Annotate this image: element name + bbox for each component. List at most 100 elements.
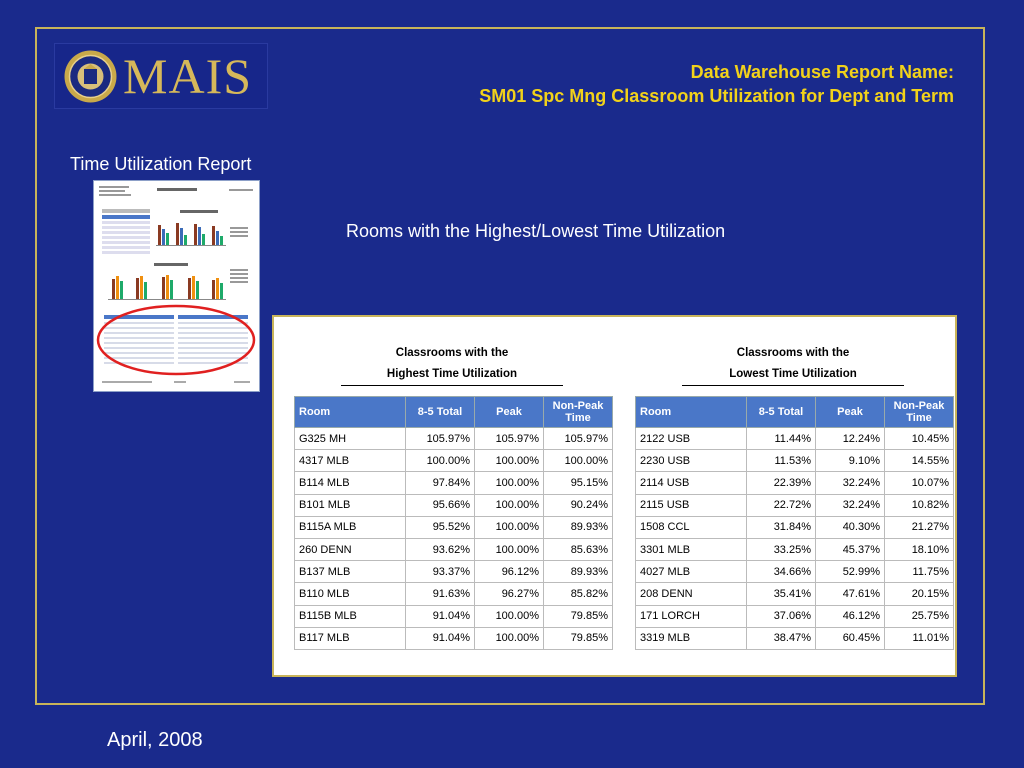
total-cell: 31.84% — [746, 515, 816, 539]
peak-cell: 40.30% — [815, 515, 885, 539]
total-cell: 37.06% — [746, 604, 816, 628]
non-peak-cell: 89.93% — [543, 560, 613, 584]
report-title: Data Warehouse Report Name: SM01 Spc Mng… — [314, 60, 954, 108]
table-row: B101 MLB 95.66% 100.00% 90.24% — [294, 493, 613, 517]
room-cell: 4027 MLB — [635, 560, 747, 584]
room-cell: B114 MLB — [294, 471, 406, 495]
peak-cell: 100.00% — [474, 493, 544, 517]
table-row: 2230 USB 11.53% 9.10% 14.55% — [635, 449, 954, 473]
room-cell: 260 DENN — [294, 537, 406, 562]
table-row: B117 MLB 91.04% 100.00% 79.85% — [294, 626, 613, 650]
peak-cell: 32.24% — [815, 471, 885, 495]
column-header-total: 8-5 Total — [405, 396, 475, 428]
room-cell: 208 DENN — [635, 582, 747, 606]
room-cell: B115B MLB — [294, 604, 406, 628]
room-cell: B137 MLB — [294, 560, 406, 584]
peak-cell: 12.24% — [815, 426, 885, 451]
table-row: 208 DENN 35.41% 47.61% 20.15% — [635, 582, 954, 606]
report-thumbnail-image — [94, 181, 259, 391]
non-peak-cell: 18.10% — [884, 537, 954, 562]
room-cell: 4317 MLB — [294, 449, 406, 473]
non-peak-cell: 21.27% — [884, 515, 954, 539]
non-peak-cell: 20.15% — [884, 582, 954, 606]
panel-caption: Rooms with the Highest/Lowest Time Utili… — [346, 221, 726, 241]
peak-cell: 100.00% — [474, 604, 544, 628]
non-peak-cell: 89.93% — [543, 515, 613, 539]
utilization-tables-panel: Classrooms with the Highest Time Utiliza… — [272, 315, 957, 677]
total-cell: 105.97% — [405, 426, 475, 451]
total-cell: 22.72% — [746, 493, 816, 517]
lowest-utilization-block: Classrooms with the Lowest Time Utilizat… — [635, 343, 954, 650]
total-cell: 93.62% — [405, 537, 475, 562]
table-row: 1508 CCL 31.84% 40.30% 21.27% — [635, 515, 954, 539]
highest-table-title: Classrooms with the Highest Time Utiliza… — [341, 343, 563, 386]
room-cell: 2122 USB — [635, 426, 747, 451]
column-header-peak: Peak — [474, 396, 544, 428]
room-cell: 1508 CCL — [635, 515, 747, 539]
peak-cell: 52.99% — [815, 560, 885, 584]
peak-cell: 100.00% — [474, 537, 544, 562]
table-row: 260 DENN 93.62% 100.00% 85.63% — [294, 537, 613, 562]
highest-title-line2: Highest Time Utilization — [341, 364, 563, 386]
room-cell: 171 LORCH — [635, 604, 747, 628]
table-row: B110 MLB 91.63% 96.27% 85.82% — [294, 582, 613, 606]
non-peak-cell: 25.75% — [884, 604, 954, 628]
footer-date: April, 2008 — [107, 729, 203, 751]
peak-cell: 32.24% — [815, 493, 885, 517]
table-row: 3301 MLB 33.25% 45.37% 18.10% — [635, 537, 954, 562]
column-header-peak: Peak — [815, 396, 885, 428]
lowest-title-line2: Lowest Time Utilization — [682, 364, 904, 386]
peak-cell: 100.00% — [474, 626, 544, 650]
total-cell: 22.39% — [746, 471, 816, 495]
non-peak-cell: 95.15% — [543, 471, 613, 495]
logo-text: MAIS — [123, 48, 253, 104]
room-cell: 3319 MLB — [635, 626, 747, 650]
table-row: 4027 MLB 34.66% 52.99% 11.75% — [635, 560, 954, 584]
peak-cell: 9.10% — [815, 449, 885, 473]
total-cell: 95.52% — [405, 515, 475, 539]
non-peak-cell: 105.97% — [543, 426, 613, 451]
total-cell: 11.53% — [746, 449, 816, 473]
peak-cell: 47.61% — [815, 582, 885, 606]
column-header-room: Room — [294, 396, 406, 428]
highest-title-line1: Classrooms with the — [395, 347, 509, 359]
table-row: 2115 USB 22.72% 32.24% 10.82% — [635, 493, 954, 517]
mais-logo: MAIS — [54, 43, 268, 109]
non-peak-cell: 79.85% — [543, 604, 613, 628]
total-cell: 91.63% — [405, 582, 475, 606]
total-cell: 33.25% — [746, 537, 816, 562]
table-row: 2114 USB 22.39% 32.24% 10.07% — [635, 471, 954, 495]
total-cell: 35.41% — [746, 582, 816, 606]
non-peak-cell: 10.82% — [884, 493, 954, 517]
column-header-non-peak: Non-Peak Time — [543, 396, 613, 428]
column-header-total: 8-5 Total — [746, 396, 816, 428]
table-row: G325 MH 105.97% 105.97% 105.97% — [294, 426, 613, 451]
peak-cell: 105.97% — [474, 426, 544, 451]
table-row: B114 MLB 97.84% 100.00% 95.15% — [294, 471, 613, 495]
peak-cell: 100.00% — [474, 515, 544, 539]
highest-utilization-table: Room 8-5 Total Peak Non-Peak Time G325 M… — [294, 396, 613, 650]
non-peak-cell: 10.45% — [884, 426, 954, 451]
peak-cell: 96.12% — [474, 560, 544, 584]
room-cell: 2114 USB — [635, 471, 747, 495]
column-header-non-peak: Non-Peak Time — [884, 396, 954, 428]
room-cell: G325 MH — [294, 426, 406, 451]
total-cell: 97.84% — [405, 471, 475, 495]
highest-table-body: G325 MH 105.97% 105.97% 105.97% 4317 MLB 100… — [294, 426, 613, 650]
table-row: B115A MLB 95.52% 100.00% 89.93% — [294, 515, 613, 539]
table-row: 171 LORCH 37.06% 46.12% 25.75% — [635, 604, 954, 628]
report-thumbnail — [93, 180, 260, 392]
non-peak-cell: 85.63% — [543, 537, 613, 562]
table-row: 3319 MLB 38.47% 60.45% 11.01% — [635, 626, 954, 650]
total-cell: 93.37% — [405, 560, 475, 584]
non-peak-cell: 10.07% — [884, 471, 954, 495]
slide-frame — [35, 27, 985, 705]
university-seal-icon — [64, 50, 117, 103]
peak-cell: 96.27% — [474, 582, 544, 606]
non-peak-cell: 79.85% — [543, 626, 613, 650]
non-peak-cell: 85.82% — [543, 582, 613, 606]
lowest-utilization-table: Room 8-5 Total Peak Non-Peak Time 2122 U… — [635, 396, 954, 650]
non-peak-cell: 14.55% — [884, 449, 954, 473]
peak-cell: 100.00% — [474, 471, 544, 495]
total-cell: 95.66% — [405, 493, 475, 517]
